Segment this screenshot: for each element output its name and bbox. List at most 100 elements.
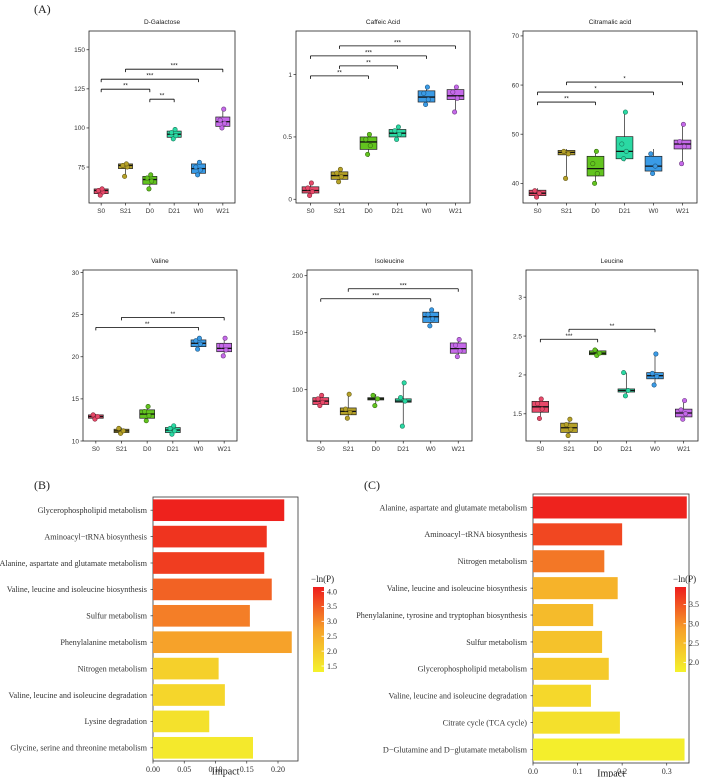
panel-label-a: (A) — [34, 2, 51, 16]
significance-stars: ** — [145, 322, 150, 328]
plot-frame — [295, 30, 471, 204]
data-point — [536, 190, 542, 196]
box-S0 — [528, 188, 547, 200]
colorbar-tick-label: 2.0 — [327, 647, 337, 656]
bar-1 — [153, 525, 267, 548]
box-D21 — [394, 380, 412, 429]
significance-stars: *** — [394, 40, 402, 46]
x-tick-label: S21 — [561, 208, 573, 215]
data-point — [195, 346, 201, 352]
bar-8 — [153, 710, 210, 733]
plot-title: Leucine — [601, 258, 624, 265]
x-tick-label: D0 — [591, 208, 600, 215]
x-tick-label: W0 — [649, 208, 659, 215]
data-point — [456, 337, 462, 343]
x-tick-label: 0.2 — [617, 767, 627, 776]
box-S21 — [560, 416, 578, 439]
box-D0 — [142, 172, 158, 192]
data-point — [217, 117, 223, 123]
plot-frame — [532, 493, 690, 764]
x-tick-label: S0 — [97, 208, 105, 215]
bar-3 — [153, 578, 272, 601]
significance-bracket: *** — [347, 283, 459, 292]
data-point — [429, 307, 435, 313]
y-tick-label: 3 — [518, 295, 522, 302]
data-point — [392, 128, 398, 134]
significance-bracket: *** — [339, 40, 456, 49]
box-D21 — [388, 124, 407, 142]
box-W21 — [675, 398, 693, 422]
significance-stars: *** — [400, 283, 408, 289]
data-point — [395, 124, 401, 130]
x-tick-label: 0.05 — [177, 765, 191, 774]
data-point — [649, 370, 655, 376]
x-tick-label: D0 — [594, 446, 603, 453]
data-point — [653, 351, 659, 357]
data-point — [173, 133, 179, 139]
data-point — [453, 84, 459, 90]
data-point — [367, 143, 373, 149]
pathway-label: Alanine, aspartate and glutamate metabol… — [379, 503, 527, 512]
box-W0 — [191, 159, 206, 178]
data-point — [536, 415, 542, 421]
plot-title: Citramalic acid — [589, 19, 632, 26]
x-tick-label: D0 — [372, 446, 381, 453]
data-point — [123, 161, 129, 167]
box-S0 — [88, 412, 104, 422]
data-point — [363, 136, 369, 142]
data-point — [680, 121, 686, 127]
x-tick-label: S0 — [307, 208, 315, 215]
data-point — [427, 323, 433, 329]
pathway-label: Valine, leucine and isoleucine degradati… — [9, 691, 147, 700]
data-point — [337, 166, 343, 172]
x-tick-label: 0.20 — [271, 765, 285, 774]
x-tick-label: D21 — [392, 208, 404, 215]
y-tick-label: 30 — [72, 270, 80, 277]
data-point — [143, 418, 149, 424]
bar-2 — [533, 550, 605, 573]
bar-4 — [153, 604, 250, 627]
y-tick-label: 2.5 — [513, 333, 522, 340]
significance-bracket: ** — [537, 97, 596, 106]
data-point — [622, 393, 628, 399]
box-W0 — [422, 307, 440, 329]
bar-9 — [533, 738, 685, 761]
data-point — [315, 396, 321, 402]
data-point — [454, 354, 460, 360]
significance-stars: ** — [337, 70, 342, 76]
data-point — [370, 392, 376, 398]
x-axis-label: Impact — [597, 769, 625, 777]
pathway-label: Citrate cycle (TCA cycle) — [443, 718, 528, 727]
bar-3 — [533, 577, 618, 600]
data-point — [309, 189, 315, 195]
y-tick-label: 200 — [292, 273, 303, 280]
box-W0 — [190, 335, 207, 352]
bar-6 — [153, 657, 219, 680]
x-tick-label: D21 — [397, 446, 409, 453]
data-point — [593, 148, 599, 154]
bar-5 — [153, 631, 292, 654]
x-tick-label: 0.3 — [662, 767, 672, 776]
significance-stars: * — [594, 87, 597, 93]
data-point — [654, 373, 660, 379]
pathway-label: Valine, leucine and isoleucine biosynthe… — [387, 584, 527, 593]
data-point — [590, 161, 596, 167]
data-point — [144, 175, 150, 181]
box-body — [359, 136, 378, 150]
data-point — [170, 136, 176, 142]
panel-label-c: (C) — [364, 478, 380, 492]
box-S21 — [339, 391, 357, 421]
colorbar-tick-label: 3.0 — [689, 620, 699, 629]
data-point — [145, 403, 151, 409]
data-point — [453, 342, 459, 348]
data-point — [682, 398, 688, 404]
box-S0 — [312, 392, 330, 409]
y-tick-label: 150 — [74, 47, 85, 54]
bar-7 — [533, 684, 591, 707]
box-D0 — [367, 392, 385, 409]
data-point — [167, 425, 173, 431]
pathway-label: Glycerophospholipid metabolism — [418, 665, 528, 674]
significance-stars: *** — [372, 293, 380, 299]
